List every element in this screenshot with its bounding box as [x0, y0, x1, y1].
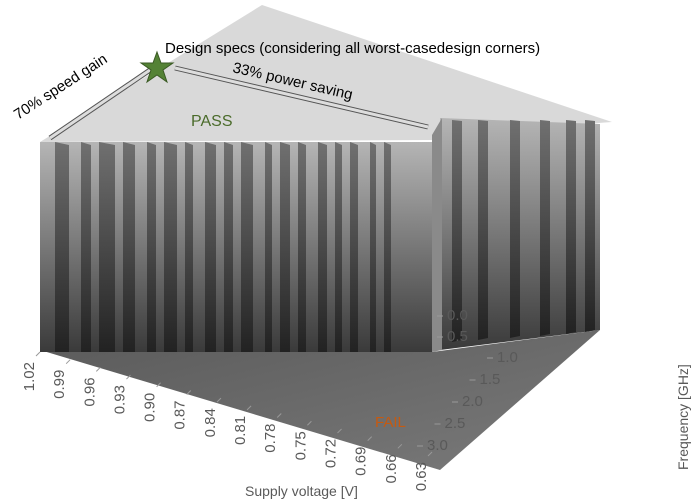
- surface-stripe: [510, 120, 520, 338]
- surface-stripe: [298, 142, 306, 352]
- surface-stripe: [566, 120, 576, 334]
- surface-stripe: [185, 142, 193, 352]
- x-tick: [35, 351, 41, 357]
- x-axis-label: Supply voltage [V]: [245, 483, 358, 499]
- speed-arrow: [49, 68, 151, 140]
- surface-stripe: [123, 142, 135, 352]
- x-tick: [126, 374, 131, 380]
- x-tick-label: 0.84: [202, 408, 219, 437]
- x-tick-label: 0.75: [292, 431, 309, 460]
- surface-stripe: [384, 142, 391, 352]
- floor: [40, 330, 600, 470]
- surface-stripe: [280, 142, 290, 352]
- y-axis-label: Frequency [GHz]: [675, 364, 691, 470]
- surface-stripe: [335, 142, 342, 352]
- x-tick: [427, 451, 433, 457]
- surface-stripe: [478, 120, 488, 340]
- surface-stripe: [205, 142, 216, 352]
- step-wall: [432, 118, 442, 352]
- y-tick-label: 3.0: [427, 437, 448, 454]
- x-tick-label: 0.69: [353, 447, 370, 476]
- x-tick-label: 0.63: [413, 462, 430, 491]
- surface-stripe: [147, 142, 156, 352]
- surface-stripe: [540, 120, 550, 336]
- y-tick-label: 0.5: [447, 328, 468, 345]
- x-tick: [276, 413, 282, 418]
- x-tick-label: 0.81: [232, 416, 249, 445]
- x-tick: [65, 359, 71, 365]
- surface-stripe: [81, 142, 91, 352]
- y-tick-label: 0.0: [447, 307, 468, 324]
- surface-stripe: [224, 142, 233, 352]
- x-tick: [397, 443, 403, 449]
- pass-plateau: [40, 5, 612, 142]
- x-tick: [246, 405, 252, 411]
- x-tick-label: 0.96: [81, 377, 98, 406]
- x-tick: [186, 390, 192, 395]
- surface-stripe: [241, 142, 253, 352]
- x-tick: [156, 382, 161, 388]
- x-tick: [95, 367, 101, 372]
- surface-stripe: [370, 142, 376, 352]
- x-tick-label: 0.99: [51, 370, 68, 399]
- surface-stripe: [585, 120, 595, 332]
- x-tick-label: 0.72: [323, 439, 340, 468]
- y-tick-label: 1.5: [480, 371, 501, 388]
- surface-stripe: [55, 142, 69, 352]
- surface-stripe: [265, 142, 272, 352]
- surface-stripe: [99, 142, 115, 352]
- surface-stripe: [452, 120, 462, 342]
- annotation: PASS: [191, 113, 233, 130]
- y-tick-label: 1.0: [497, 349, 518, 366]
- x-tick-label: 0.87: [172, 400, 189, 429]
- x-tick-label: 1.02: [21, 362, 38, 391]
- x-tick: [337, 428, 342, 434]
- surface-stripe: [164, 142, 177, 352]
- x-tick: [216, 397, 222, 403]
- x-tick-label: 0.66: [383, 454, 400, 483]
- x-tick-label: 0.93: [111, 385, 128, 414]
- surface-stripe: [318, 142, 327, 352]
- power-arrow: [174, 66, 429, 129]
- y-tick-label: 2.5: [445, 415, 466, 432]
- x-tick: [367, 436, 373, 441]
- y-tick-label: 2.0: [462, 393, 483, 410]
- annotation: Design specs (considering all worst-case…: [165, 40, 540, 57]
- x-tick-label: 0.78: [262, 424, 279, 453]
- x-tick-label: 0.90: [142, 393, 159, 422]
- annotation: FAIL: [375, 414, 406, 431]
- surface-stripe: [350, 142, 358, 352]
- design-spec-star: [139, 50, 175, 84]
- x-tick: [307, 420, 312, 426]
